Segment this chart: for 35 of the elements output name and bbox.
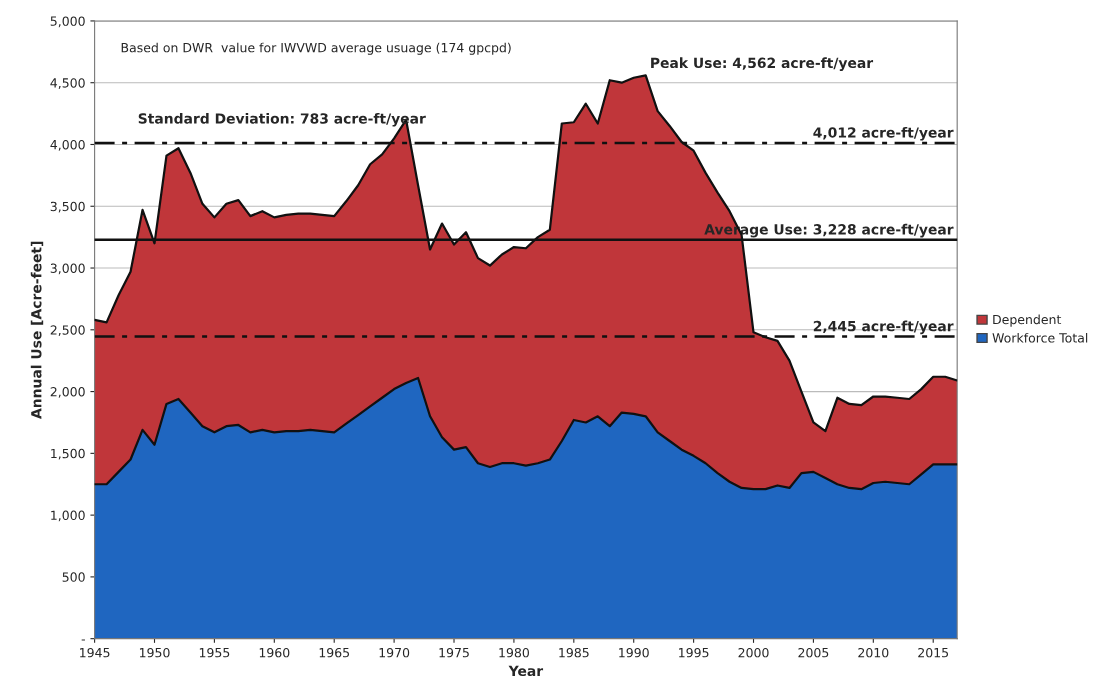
- x-tick-label: 1985: [559, 647, 589, 658]
- y-tick-label: 500: [62, 572, 85, 582]
- x-tick-label: 2000: [738, 647, 769, 658]
- y-tick-label: -: [81, 639, 85, 641]
- legend-label: Dependent: [993, 314, 1062, 327]
- ref-line-label: 4,012 acre-ft/year: [813, 126, 954, 141]
- annotation: Standard Deviation: 783 acre-ft/year: [138, 113, 426, 127]
- annotation: Based on DWR value for IWVWD average usuage (174 gpcpd): [121, 42, 511, 55]
- annotation: Peak Use: 4,562 acre-ft/year: [651, 57, 874, 71]
- ref-line-label: 2,445 acre-ft/year: [813, 320, 954, 335]
- y-axis-title: Annual Use [Acre-feet]: [30, 241, 44, 419]
- x-tick-label: 1975: [439, 647, 469, 658]
- x-tick-label: 1950: [139, 647, 170, 658]
- x-tick-label: 1960: [259, 647, 290, 658]
- y-tick-label: 2,000: [50, 387, 85, 398]
- x-tick-label: 2005: [798, 647, 829, 658]
- y-tick-label: 5,000: [50, 16, 85, 28]
- x-tick-label: 1970: [379, 647, 410, 658]
- x-tick-label: 1980: [499, 647, 529, 658]
- x-tick-label: 2015: [918, 647, 949, 658]
- y-tick-label: 2,500: [50, 325, 85, 337]
- x-axis-title: Year: [508, 665, 544, 677]
- y-tick-label: 3,000: [50, 263, 85, 275]
- x-tick-label: 2010: [858, 647, 889, 658]
- y-tick-label: 4,000: [50, 139, 85, 151]
- x-tick-label: 1990: [619, 647, 649, 658]
- x-tick-label: 1995: [679, 647, 709, 658]
- x-tick-label: 1955: [199, 647, 230, 658]
- legend-label: Workforce Total: [992, 332, 1088, 343]
- x-tick-label: 1965: [319, 647, 350, 658]
- x-tick-label: 1945: [80, 647, 110, 658]
- y-tick-label: 4,500: [50, 78, 85, 89]
- y-tick-label: 1,500: [51, 448, 85, 460]
- y-tick-label: 3,500: [50, 201, 85, 213]
- y-tick-label: 1,000: [51, 510, 85, 522]
